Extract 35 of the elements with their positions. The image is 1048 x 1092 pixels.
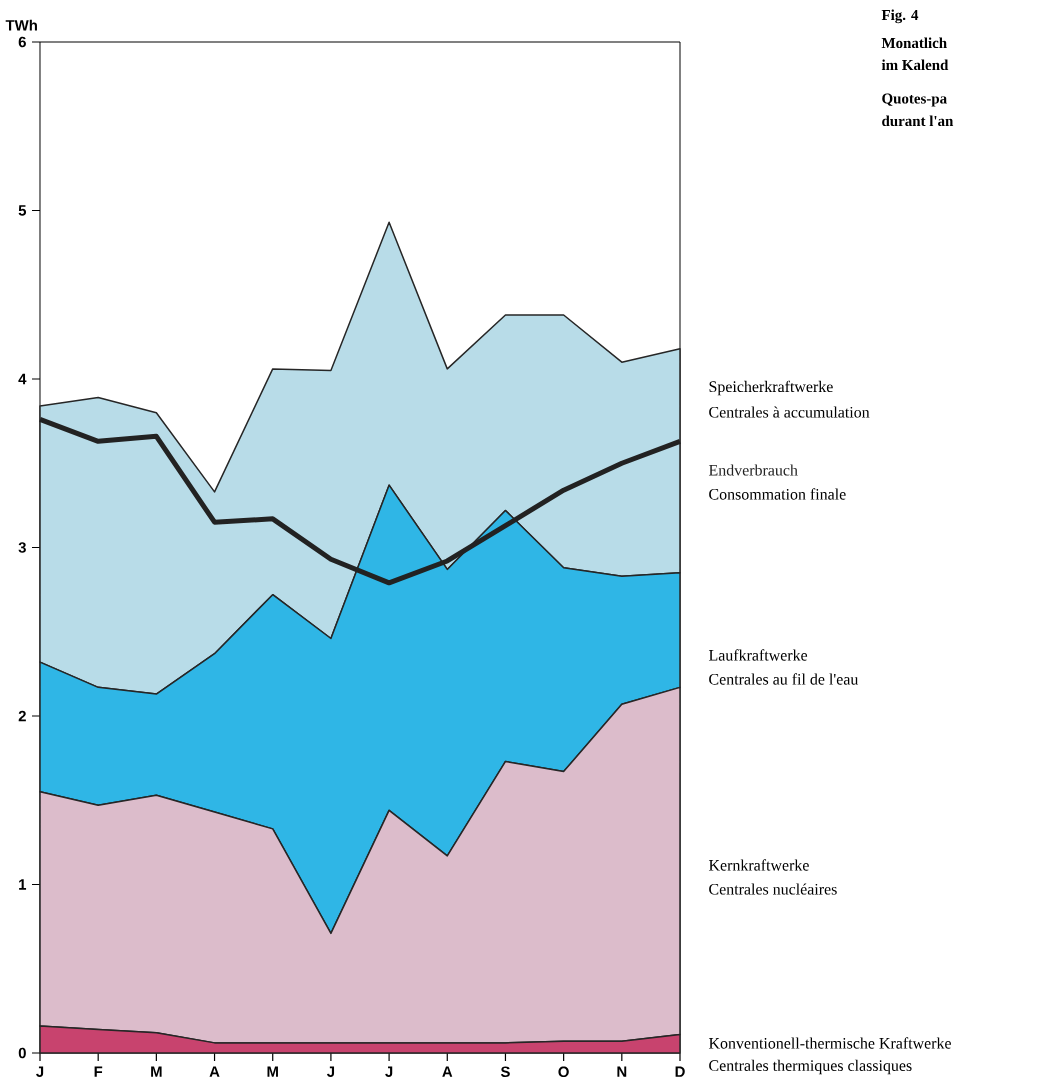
series-label: Speicherkraftwerke bbox=[709, 380, 833, 396]
text: durant l'an bbox=[882, 115, 954, 127]
y-axis-title: TWh bbox=[5, 19, 37, 31]
x-tick-label: M bbox=[267, 1066, 278, 1077]
x-tick-label: J bbox=[326, 1066, 335, 1077]
text: Centrales au fil de l'eau bbox=[709, 673, 859, 685]
x-tick-label: A bbox=[209, 1066, 220, 1077]
x-tick-label: J bbox=[385, 1066, 393, 1077]
x-tick-label: D bbox=[675, 1066, 685, 1077]
text: Endverbrauch bbox=[708, 464, 798, 476]
text: im Kalend bbox=[881, 59, 949, 71]
x-tick-label: J bbox=[36, 1066, 44, 1077]
y-tick-label: 3 bbox=[18, 542, 26, 553]
y-tick-label: 0 bbox=[18, 1047, 26, 1059]
x-tick-label: F bbox=[94, 1066, 103, 1077]
y-tick-label: 6 bbox=[18, 36, 26, 48]
x-tick-label: A bbox=[442, 1066, 453, 1077]
text: Centrales thermiques classiques bbox=[709, 1059, 912, 1075]
text: Centrales nucléaires bbox=[709, 883, 837, 895]
text: Consommation finale bbox=[709, 488, 846, 500]
y-tick-label: 2 bbox=[18, 710, 26, 722]
x-tick-label: O bbox=[558, 1066, 569, 1078]
series-label: Konventionell-thermische Kraftwerke bbox=[708, 1037, 951, 1049]
series-label: Laufkraftwerke bbox=[708, 649, 808, 661]
x-tick-label: N bbox=[617, 1066, 627, 1077]
x-tick-label: S bbox=[500, 1066, 510, 1078]
text: Centrales à accumulation bbox=[709, 406, 870, 418]
series-label: Kernkraftwerke bbox=[708, 859, 809, 871]
y-tick-label: 5 bbox=[18, 205, 27, 216]
text: Quotes-pa bbox=[882, 93, 947, 107]
text: Fig. 4 bbox=[881, 9, 919, 24]
text: Monatlich bbox=[881, 37, 947, 49]
y-tick-label: 4 bbox=[18, 373, 27, 385]
y-tick-label: 1 bbox=[19, 879, 27, 890]
x-tick-label: M bbox=[151, 1066, 162, 1077]
